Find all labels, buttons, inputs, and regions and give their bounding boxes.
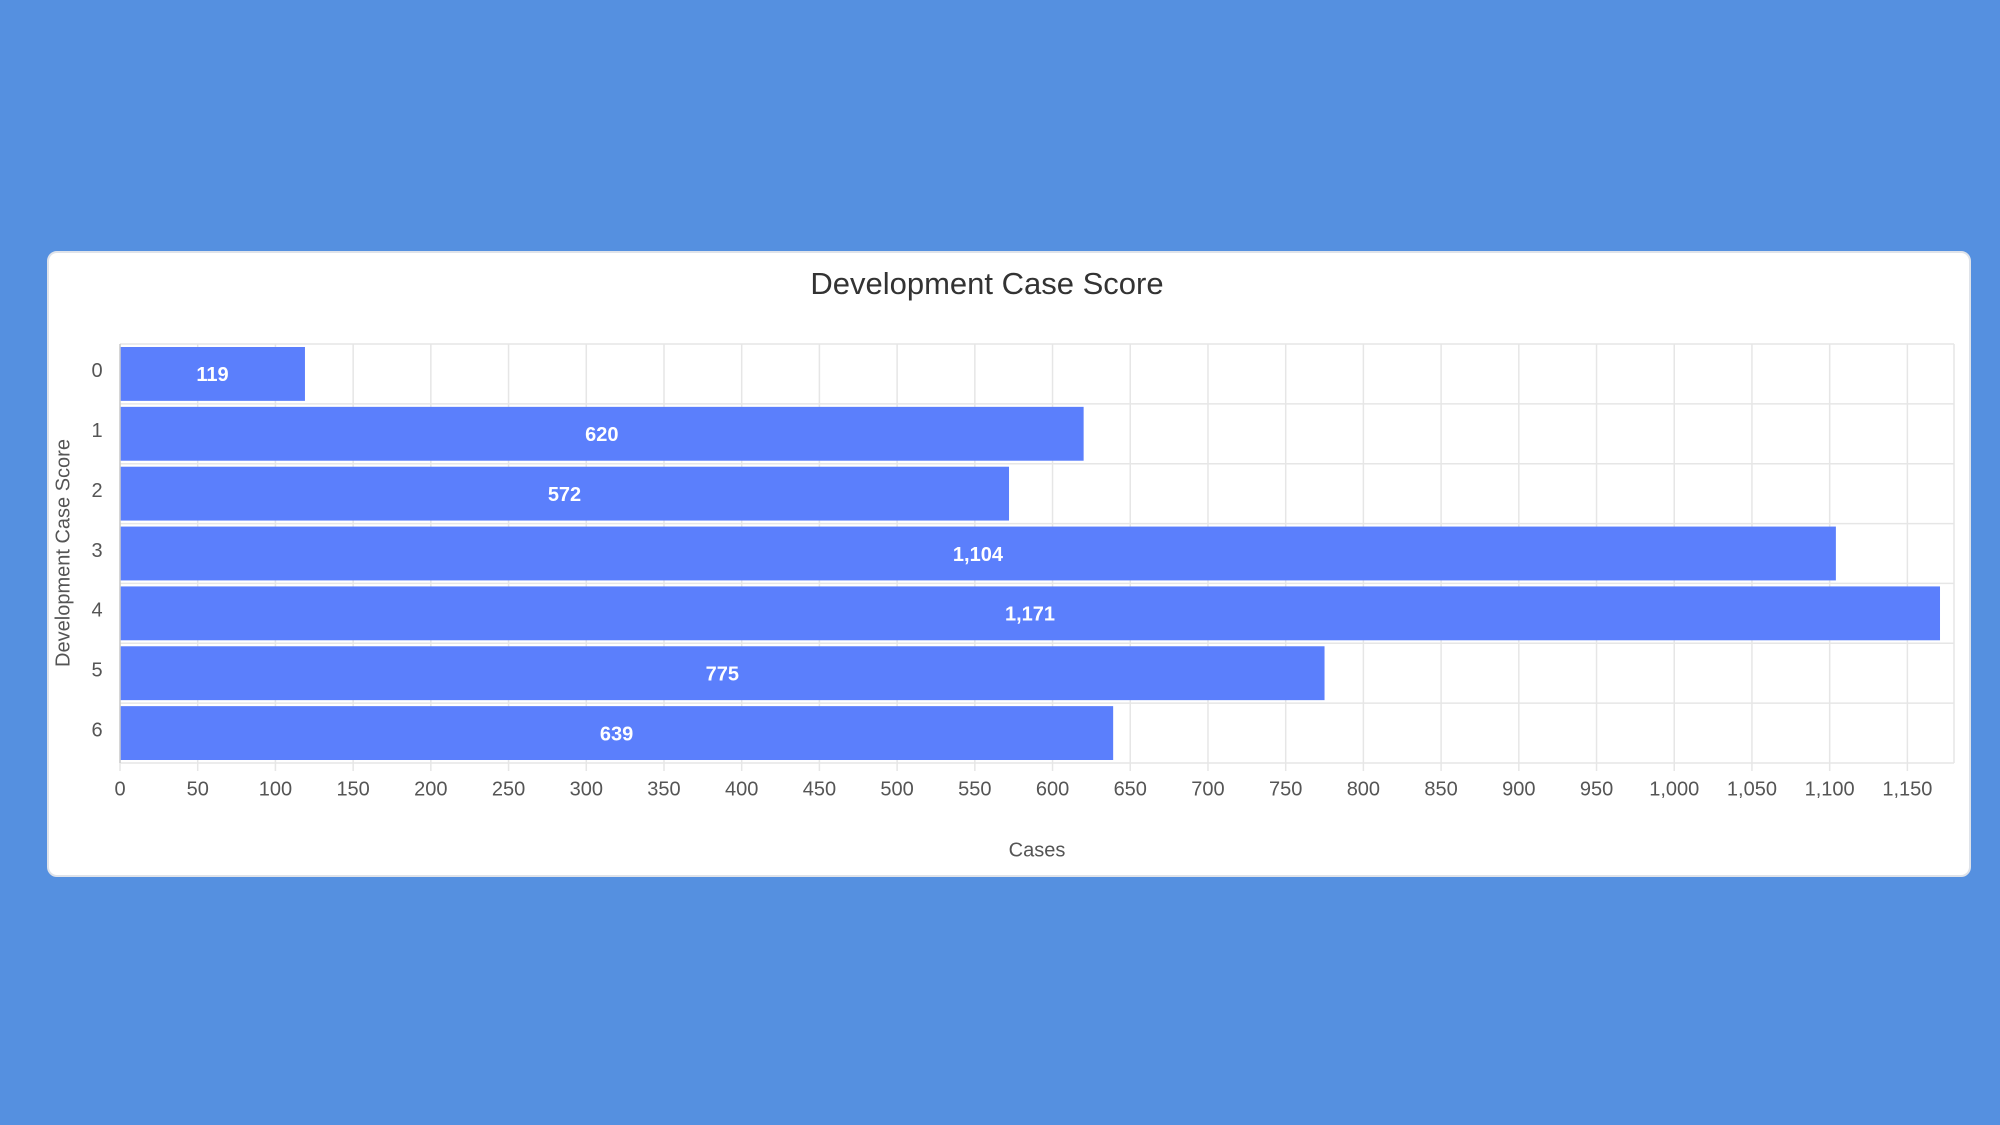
- x-tick-label: 900: [1502, 778, 1535, 800]
- bar: [120, 706, 1114, 761]
- bar-value-label: 1,104: [953, 544, 1004, 566]
- y-axis-label: Development Case Score: [52, 439, 74, 667]
- bar: [120, 406, 1084, 461]
- x-tick-label: 950: [1580, 778, 1613, 800]
- bar-value-label: 639: [600, 723, 633, 745]
- x-tick-label: 600: [1036, 778, 1069, 800]
- y-tick-label: 5: [91, 659, 102, 681]
- x-tick-label: 850: [1424, 778, 1457, 800]
- bar-value-label: 572: [548, 484, 581, 506]
- bar: [120, 646, 1325, 701]
- bar-value-label: 775: [706, 663, 739, 685]
- y-tick-label: 1: [91, 420, 102, 442]
- x-tick-label: 0: [114, 778, 125, 800]
- x-tick-label: 750: [1269, 778, 1302, 800]
- bar-value-label: 620: [585, 424, 618, 446]
- bar: [120, 466, 1010, 521]
- y-tick-label: 3: [91, 540, 102, 562]
- y-tick-label: 6: [91, 719, 102, 741]
- bar: [120, 346, 305, 401]
- bar: [120, 586, 1941, 641]
- x-tick-label: 400: [725, 778, 758, 800]
- x-tick-label: 300: [570, 778, 603, 800]
- x-tick-label: 350: [647, 778, 680, 800]
- x-tick-label: 700: [1191, 778, 1224, 800]
- bar-value-label: 119: [196, 364, 228, 386]
- x-tick-label: 1,000: [1649, 778, 1699, 800]
- x-tick-label: 550: [958, 778, 991, 800]
- x-tick-label: 1,100: [1805, 778, 1855, 800]
- x-tick-label: 450: [803, 778, 836, 800]
- x-tick-label: 100: [259, 778, 292, 800]
- x-tick-label: 50: [187, 778, 209, 800]
- bar: [120, 526, 1836, 581]
- y-tick-label: 2: [91, 480, 102, 502]
- x-tick-label: 250: [492, 778, 525, 800]
- x-axis-label: Cases: [1009, 839, 1066, 861]
- x-tick-label: 1,050: [1727, 778, 1777, 800]
- x-tick-label: 650: [1114, 778, 1147, 800]
- x-tick-label: 800: [1347, 778, 1380, 800]
- x-tick-label: 200: [414, 778, 447, 800]
- chart-title: Development Case Score: [810, 266, 1163, 301]
- y-tick-label: 4: [91, 600, 102, 622]
- y-tick-label: 0: [91, 360, 102, 382]
- bar-value-label: 1,171: [1005, 604, 1055, 626]
- x-tick-label: 150: [336, 778, 369, 800]
- x-tick-label: 1,150: [1882, 778, 1932, 800]
- x-tick-label: 500: [880, 778, 913, 800]
